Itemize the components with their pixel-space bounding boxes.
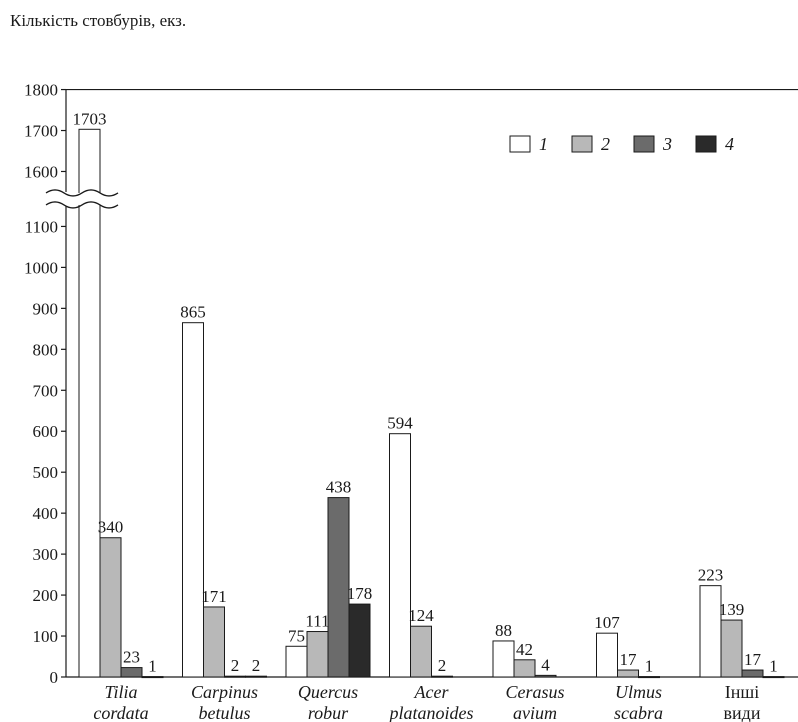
y-tick-label: 200 [33,586,59,605]
data-label: 178 [347,584,373,603]
plot-area: 0 100 200 300 400 500 600 700 800 900 1000 1100 1600… [24,81,798,722]
bar-series-1 [78,128,101,678]
x-tick-label: cordata [93,703,148,722]
bar-series-1 [492,640,515,678]
x-tick-label: betulus [199,703,251,722]
x-tick-label: Acer [414,682,450,702]
data-label: 223 [698,566,724,585]
data-label: 865 [180,303,206,322]
bar-series-2 [720,619,743,678]
bar-series-3 [741,669,764,678]
y-tick-label: 1700 [24,122,58,141]
bar-series-4 [762,676,785,679]
bar-series-1 [389,433,411,678]
bar-series-2 [617,669,639,678]
data-label: 42 [516,640,533,659]
data-label: 1 [645,657,654,676]
axis-break-mark-upper [45,189,119,197]
data-label: 438 [326,478,352,497]
legend-swatch-3 [633,135,655,153]
data-label: 23 [123,648,140,667]
x-tick-label: Quercus [298,682,358,702]
legend-label-1: 1 [539,134,548,154]
data-label: 17 [744,650,762,669]
x-tick-label: Інші [725,682,760,702]
data-label: 340 [98,518,124,537]
x-tick-label: Ulmus [615,682,662,702]
bar-series-3 [431,675,453,678]
bar-series-2 [203,606,225,678]
legend-swatch-1 [509,135,531,153]
bar-series-4 [245,675,267,678]
bar-series-3 [224,675,246,678]
data-label: 124 [408,606,434,625]
data-label: 2 [438,656,447,675]
data-label: 2 [252,656,261,675]
legend-label-3: 3 [662,134,672,154]
legend-swatch-2 [571,135,593,153]
y-tick-label: 300 [33,545,59,564]
data-label: 1 [148,657,157,676]
bar-series-4 [348,603,371,678]
x-tick-label: robur [308,703,349,722]
data-label: 139 [719,600,745,619]
bar-series-4 [141,676,164,679]
x-tick-label: platanoides [388,703,474,722]
x-tick-label: Cerasus [505,682,564,702]
y-tick-label: 1800 [24,81,58,100]
bar-series-3 [638,676,660,679]
data-label: 17 [620,650,638,669]
bar-series-1 [285,645,308,678]
bar-series-1 [182,322,204,678]
data-label: 88 [495,621,512,640]
y-tick-label: 1600 [24,162,58,181]
y-tick-label: 100 [33,627,59,646]
y-axis-label: Кількість стовбурів, екз. [10,11,186,30]
y-tick-label: 400 [33,504,59,523]
x-tick-label: avium [513,703,557,722]
data-label: 107 [594,613,620,632]
bar-series-2 [99,537,122,678]
bar-series-2 [513,659,536,678]
data-label: 2 [231,656,240,675]
y-tick-label: 900 [33,299,59,318]
data-label: 594 [387,414,413,433]
legend-label-2: 2 [601,134,610,154]
axis-break-mark-lower [45,201,119,209]
bar-series-1 [596,632,618,678]
legend-swatch-4 [695,135,717,153]
x-tick-label: Tilia [104,682,137,702]
bar-series-2 [306,631,329,678]
data-label: 111 [305,612,329,631]
y-tick-label: 0 [50,668,59,687]
data-label: 75 [288,626,305,645]
data-label: 1703 [73,109,107,128]
bar-series-3 [534,674,557,678]
data-label: 171 [201,587,227,606]
y-tick-label: 500 [33,463,59,482]
bar-series-3 [120,667,143,678]
x-tick-label: Carpinus [191,682,258,702]
y-tick-label: 600 [33,422,59,441]
x-tick-label: scabra [614,703,663,722]
data-label: 4 [541,655,550,674]
bar-series-3 [327,497,350,678]
data-label: 1 [769,657,778,676]
y-tick-label: 1000 [24,258,58,277]
axis-break-gap [46,192,116,205]
x-tick-label: види [724,703,761,722]
legend: 1 2 3 4 [509,134,734,154]
y-tick-label: 1100 [25,217,58,236]
legend-label-4: 4 [725,134,734,154]
y-tick-label: 700 [33,381,59,400]
bar-series-2 [410,625,432,678]
y-tick-label: 800 [33,340,59,359]
